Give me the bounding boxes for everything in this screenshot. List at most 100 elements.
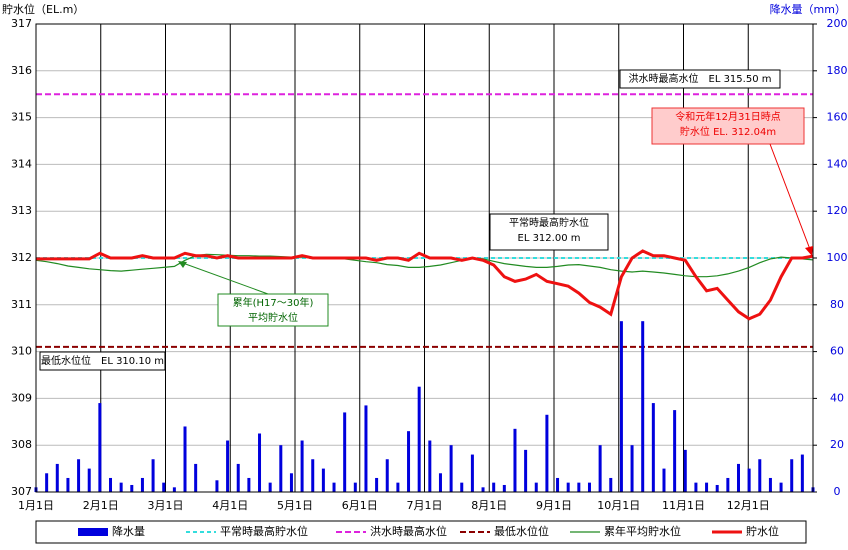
y-axis-label: 貯水位（EL.m） [2,2,84,16]
rain-bar [215,480,219,492]
rain-bar [45,473,49,492]
rain-bar [417,386,421,492]
rain-bar [140,477,144,492]
rain-bar [502,484,506,492]
rain-bar [790,459,794,492]
rain-bar [438,473,442,492]
rain-bar [194,463,198,492]
y2-tick-label: 80 [830,298,844,311]
rain-bar [524,449,528,492]
annotation-box [217,293,329,327]
rain-bar [130,484,134,492]
rain-bar [109,477,113,492]
rain-bar [332,482,336,492]
annotation-text: 累年(H17～30年) [233,296,314,309]
y2-tick-label: 140 [827,157,848,170]
rain-bar [630,445,634,492]
rain-bar [619,321,623,492]
rain-bar [694,482,698,492]
x-tick-label: 11月1日 [662,499,705,512]
rain-bar [279,445,283,492]
rain-bar [428,440,432,492]
rain-bar [289,473,293,492]
rain-bar [98,403,102,492]
rain-bar [609,477,613,492]
rain-bar [513,428,517,492]
y2-tick-label: 40 [830,391,844,404]
rain-bar [151,459,155,492]
arrow [179,261,269,295]
rain-bar [470,454,474,492]
rain-bar [321,468,325,492]
rain-bar [481,487,485,492]
arrow [769,143,812,253]
y2-tick-label: 100 [827,251,848,264]
legend-label: 最低水位位 [494,524,549,538]
annotation-text: EL 312.00 m [518,233,581,244]
rain-bar [353,482,357,492]
legend-swatch [78,528,108,536]
annotation-text: 平均貯水位 [248,311,298,324]
x-tick-label: 9月1日 [536,499,572,512]
rain-bar [800,454,804,492]
rain-bar [119,482,123,492]
legend-label: 貯水位 [746,524,779,538]
y2-tick-label: 60 [830,345,844,358]
y-tick-label: 309 [11,391,32,404]
x-tick-label: 7月1日 [407,499,443,512]
y-tick-label: 316 [11,64,32,77]
x-tick-label: 8月1日 [471,499,507,512]
arrow-head [178,261,187,268]
y2-tick-label: 0 [834,485,841,498]
y-tick-label: 308 [11,438,32,451]
legend-box [35,520,807,544]
y-tick-label: 315 [11,111,32,124]
rain-bar [651,403,655,492]
rain-bar [375,477,379,492]
level-line [36,249,814,321]
rain-bar [736,463,740,492]
rain-bar [705,482,709,492]
y2-tick-label: 160 [827,111,848,124]
annotation-box [489,213,609,251]
rain-bar [641,321,645,492]
level-line [35,253,814,278]
rain-bar [385,459,389,492]
rain-bar [55,463,59,492]
y-tick-label: 314 [11,157,32,170]
rain-bar [492,482,496,492]
annotation-box [619,69,781,89]
rain-bar [556,477,560,492]
rain-bar [715,484,719,492]
arrow-head [805,246,813,256]
rain-bar [300,440,304,492]
rain-bar [343,412,347,492]
rain-bar [566,482,570,492]
rain-bar [364,405,368,492]
y2-tick-label: 200 [827,17,848,30]
rain-bar [183,426,187,492]
rain-bar [407,431,411,492]
y2-axis-label: 降水量（mm） [770,2,846,16]
annotation-text: 令和元年12月31日時点 [675,110,780,123]
legend-label: 降水量 [112,524,145,538]
legend-label: 洪水時最高水位 [370,524,447,538]
x-tick-label: 10月1日 [597,499,640,512]
annotation-text: 洪水時最高水位 EL 315.50 m [629,72,772,85]
rain-bar [726,477,730,492]
rain-bar [683,449,687,492]
y2-tick-label: 20 [830,438,844,451]
rain-bar [226,440,230,492]
rain-bar [236,463,240,492]
rain-bar [172,487,176,492]
rain-bar [258,433,262,492]
annotation-box [651,107,805,145]
plot-frame [35,23,814,493]
x-tick-label: 6月1日 [342,499,378,512]
x-tick-label: 3月1日 [148,499,184,512]
y-tick-label: 311 [11,298,32,311]
y-tick-label: 317 [11,17,32,30]
rain-bar [77,459,81,492]
rain-bar [396,482,400,492]
y2-tick-label: 180 [827,64,848,77]
